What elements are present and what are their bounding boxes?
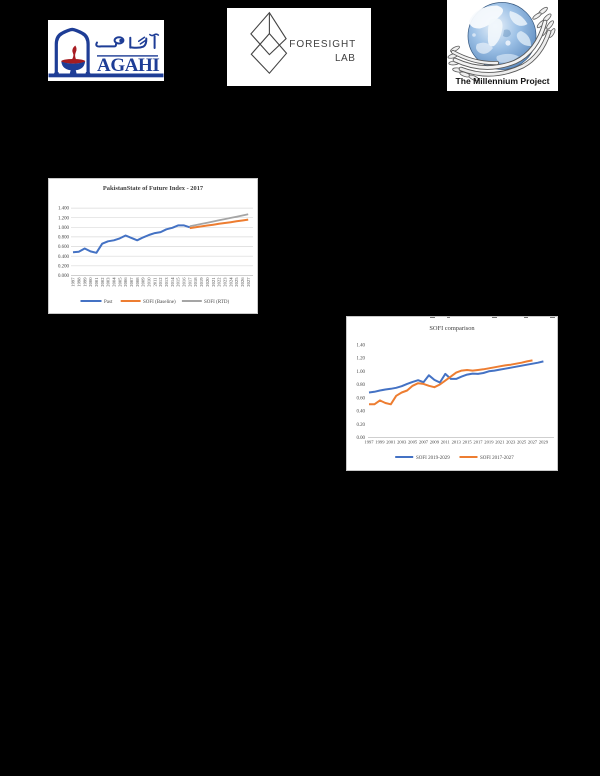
svg-text:0.200: 0.200 [58,264,70,269]
svg-text:1998: 1998 [76,277,81,287]
svg-text:Past: Past [104,300,113,305]
svg-text:SOFI 2019-2029: SOFI 2019-2029 [416,456,450,461]
svg-text:2027: 2027 [246,277,251,287]
svg-text:2004: 2004 [112,277,117,287]
svg-text:2022: 2022 [217,277,222,287]
svg-text:SOFI (RTD): SOFI (RTD) [204,300,229,305]
svg-text:1.200: 1.200 [58,216,70,221]
svg-text:SOFI (Baseline): SOFI (Baseline) [143,300,176,305]
svg-text:1999: 1999 [82,277,87,287]
svg-text:1.000: 1.000 [58,226,70,231]
svg-text:2017: 2017 [187,277,192,287]
svg-text:2002: 2002 [100,277,105,287]
svg-text:2001: 2001 [386,440,396,445]
svg-text:2016: 2016 [182,277,187,287]
svg-text:0.00: 0.00 [356,436,365,441]
svg-text:0.60: 0.60 [356,396,365,401]
svg-text:2013: 2013 [452,440,462,445]
svg-text:0.400: 0.400 [58,255,70,260]
svg-text:SOFI 2017-2027: SOFI 2017-2027 [480,456,514,461]
svg-text:2015: 2015 [463,440,473,445]
svg-text:2021: 2021 [211,277,216,287]
svg-text:2000: 2000 [88,277,93,287]
svg-text:1997: 1997 [364,440,374,445]
svg-text:2011: 2011 [441,440,451,445]
svg-text:2023: 2023 [222,277,227,287]
svg-text:2003: 2003 [397,440,407,445]
svg-text:1.00: 1.00 [356,370,365,375]
svg-text:2013: 2013 [164,277,169,287]
svg-text:2012: 2012 [158,277,163,287]
svg-text:2005: 2005 [408,440,418,445]
svg-text:2015: 2015 [176,277,181,287]
svg-text:2023: 2023 [506,440,516,445]
svg-text:0.000: 0.000 [58,274,70,279]
svg-text:2019: 2019 [199,277,204,287]
svg-text:2014: 2014 [170,277,175,287]
svg-text:2011: 2011 [152,277,157,287]
svg-text:2020: 2020 [205,277,210,287]
svg-text:2025: 2025 [517,440,527,445]
svg-text:2029: 2029 [539,440,549,445]
svg-text:0.40: 0.40 [356,410,365,415]
svg-text:0.800: 0.800 [58,236,70,241]
svg-text:2018: 2018 [193,277,198,287]
svg-text:2007: 2007 [419,440,429,445]
svg-text:1.20: 1.20 [356,357,365,362]
svg-text:2027: 2027 [528,440,538,445]
svg-text:2003: 2003 [106,277,111,287]
svg-text:2019: 2019 [484,440,494,445]
svg-text:2006: 2006 [123,277,128,287]
svg-text:1997: 1997 [71,277,76,287]
svg-text:2024: 2024 [228,277,233,287]
svg-text:2010: 2010 [147,277,152,287]
svg-text:2001: 2001 [94,277,99,287]
svg-text:2021: 2021 [495,440,505,445]
svg-text:0.600: 0.600 [58,245,70,250]
svg-text:2017: 2017 [473,440,483,445]
svg-text:2007: 2007 [129,277,134,287]
svg-text:2025: 2025 [234,277,239,287]
svg-text:2005: 2005 [117,277,122,287]
svg-text:2026: 2026 [240,277,245,287]
svg-text:0.80: 0.80 [356,383,365,388]
svg-text:1.400: 1.400 [58,207,70,212]
svg-text:2008: 2008 [135,277,140,287]
svg-text:2009: 2009 [430,440,440,445]
svg-text:1999: 1999 [375,440,385,445]
svg-text:0.20: 0.20 [356,423,365,428]
svg-text:1.40: 1.40 [356,344,365,349]
svg-text:2009: 2009 [141,277,146,287]
